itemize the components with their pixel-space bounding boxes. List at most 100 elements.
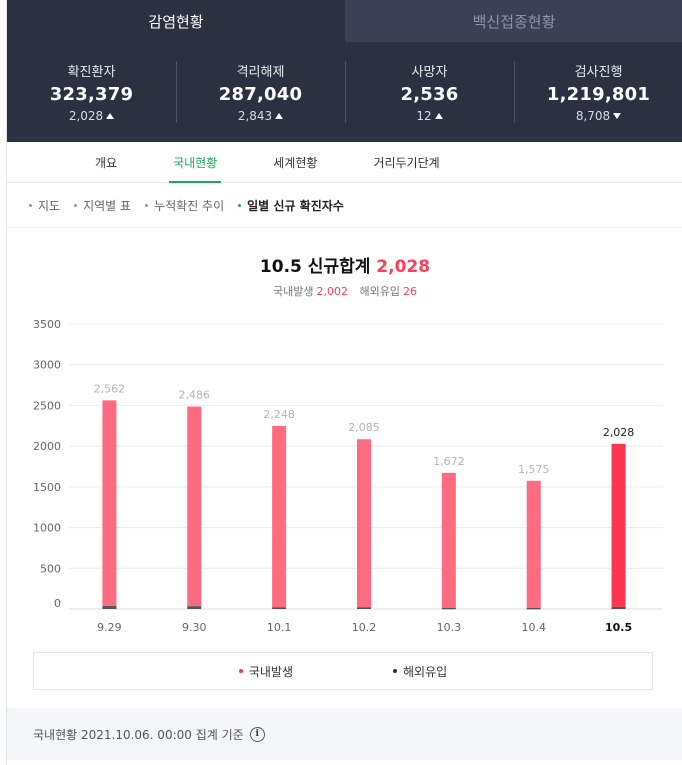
legend-label: 해외유입 [403, 664, 448, 679]
stat-confirmed: 확진환자 323,379 2,028 [7, 61, 176, 124]
bar-overseas [526, 607, 541, 610]
bar-overseas [102, 605, 117, 609]
footer: 국내현황 2021.10.06. 00:00 집계 기준 i [7, 708, 682, 760]
bar-overseas [441, 607, 456, 610]
chart-headline: 10.5 신규합계 2,028 [7, 252, 682, 277]
filter-label: 지도 [38, 198, 61, 213]
x-tick-label: 10.4 [521, 621, 546, 634]
x-tick-label: 9.29 [97, 621, 122, 634]
arrow-up-icon [434, 112, 443, 119]
x-tick-label: 10.5 [605, 621, 632, 634]
stat-value: 1,219,801 [546, 83, 651, 105]
legend-dot-icon [393, 669, 397, 673]
x-tick-label: 10.3 [437, 621, 462, 634]
legend-domestic[interactable]: 국내발생 [238, 663, 293, 680]
bar-domestic [357, 439, 371, 608]
bullet-icon [74, 203, 78, 207]
y-tick-label: 500 [40, 562, 61, 575]
overseas-value: 26 [402, 285, 417, 298]
filter-label: 누적확진 추이 [154, 198, 225, 213]
legend-label: 국내발생 [248, 664, 293, 679]
y-tick-label: 1000 [33, 522, 61, 535]
x-tick-label: 9.30 [182, 621, 207, 634]
y-tick-label: 1500 [33, 481, 61, 494]
view-filters: 지도 지역별 표 누적확진 추이 일별 신규 확진자수 [7, 183, 682, 228]
stat-change: 8,708 [575, 108, 622, 123]
y-tick-label: 0 [54, 597, 61, 610]
stat-change: 2,028 [68, 108, 115, 123]
stat-change-value: 2,028 [68, 108, 104, 123]
stat-label: 확진환자 [67, 64, 116, 80]
data-label: 2,486 [179, 389, 211, 402]
covid-status-widget: 감염현황 백신접종현황 확진환자 323,379 2,028 격리해제 287,… [6, 0, 682, 765]
bar-domestic [611, 443, 626, 607]
stat-value: 323,379 [49, 83, 134, 105]
stat-change: 12 [416, 108, 443, 123]
bar-domestic [102, 400, 117, 606]
tab-vaccination-status[interactable]: 백신접종현황 [345, 0, 682, 42]
subtab-domestic[interactable]: 국내현황 [169, 142, 222, 183]
bar-domestic [441, 472, 456, 608]
bar-overseas [272, 607, 287, 609]
subtab-overview[interactable]: 개요 [95, 155, 118, 170]
stat-value: 2,536 [400, 83, 459, 105]
chart-legend: 국내발생 해외유입 [33, 652, 653, 690]
sub-tabs: 개요 국내현황 세계현황 거리두기단계 [7, 142, 682, 183]
y-tick-label: 2500 [33, 399, 61, 412]
x-tick-label: 10.1 [267, 621, 292, 634]
data-label: 2,028 [603, 426, 635, 439]
daily-cases-chart: 3500 3000 2500 2000 1500 1000 500 0 2,562 9.29 2,4… [33, 318, 663, 634]
bar-overseas [357, 607, 371, 609]
stat-change-value: 8,708 [575, 108, 611, 123]
stat-label: 사망자 [411, 64, 448, 80]
overseas-label: 해외유입 [359, 285, 400, 298]
data-label: 1,575 [518, 463, 550, 476]
filter-label: 지역별 표 [83, 198, 132, 213]
bar-domestic [526, 480, 541, 608]
bar-overseas [611, 606, 626, 609]
filter-label: 일별 신규 확진자수 [247, 198, 344, 213]
stat-change-value: 12 [416, 108, 432, 123]
info-icon[interactable]: i [249, 726, 265, 742]
data-label: 2,085 [348, 421, 380, 434]
headline-label: 신규합계 [307, 257, 371, 277]
arrow-up-icon [275, 112, 284, 119]
filter-region-table[interactable]: 지역별 표 [74, 197, 131, 214]
bullet-icon [29, 203, 32, 207]
stat-value: 287,040 [218, 83, 303, 105]
bar-overseas [187, 606, 202, 609]
stat-change-value: 2,843 [237, 108, 273, 123]
chart-subline: 국내발생 2,002 해외유입 26 [7, 283, 682, 299]
stat-label: 격리해제 [236, 64, 285, 80]
data-label: 2,562 [94, 382, 126, 395]
subtab-distancing[interactable]: 거리두기단계 [373, 155, 440, 170]
bar-domestic [272, 425, 287, 608]
stat-released: 격리해제 287,040 2,843 [176, 60, 345, 124]
chart-header: 10.5 신규합계 2,028 국내발생 2,002 해외유입 26 [7, 228, 682, 299]
legend-overseas[interactable]: 해외유입 [393, 663, 447, 680]
filter-daily-new-cases[interactable]: 일별 신규 확진자수 [238, 197, 344, 214]
stat-testing: 검사진행 1,219,801 8,708 [514, 60, 682, 124]
headline-date: 10.5 [259, 257, 302, 277]
filter-map[interactable]: 지도 [29, 197, 60, 214]
data-label: 1,672 [433, 455, 465, 468]
bar-domestic [187, 406, 202, 607]
data-label: 2,248 [263, 408, 295, 421]
y-tick-label: 3000 [33, 359, 61, 372]
x-tick-label: 10.2 [352, 621, 377, 634]
tab-infection-status[interactable]: 감염현황 [7, 0, 345, 42]
bullet-icon [238, 203, 242, 207]
stat-change: 2,843 [237, 108, 284, 123]
legend-dot-icon [238, 669, 243, 673]
stat-deaths: 사망자 2,536 12 [345, 60, 514, 124]
stats-panel: 확진환자 323,379 2,028 격리해제 287,040 2,843 사망… [7, 42, 682, 142]
arrow-up-icon [106, 112, 115, 119]
y-tick-label: 3500 [33, 318, 61, 331]
footer-text: 국내현황 2021.10.06. 00:00 집계 기준 [33, 727, 244, 742]
subtab-world[interactable]: 세계현황 [273, 155, 318, 170]
arrow-down-icon [613, 112, 622, 119]
filter-cumulative-trend[interactable]: 누적확진 추이 [145, 197, 224, 214]
main-tabs: 감염현황 백신접종현황 [7, 0, 682, 42]
headline-total: 2,028 [376, 257, 431, 277]
y-tick-label: 2000 [33, 440, 61, 453]
